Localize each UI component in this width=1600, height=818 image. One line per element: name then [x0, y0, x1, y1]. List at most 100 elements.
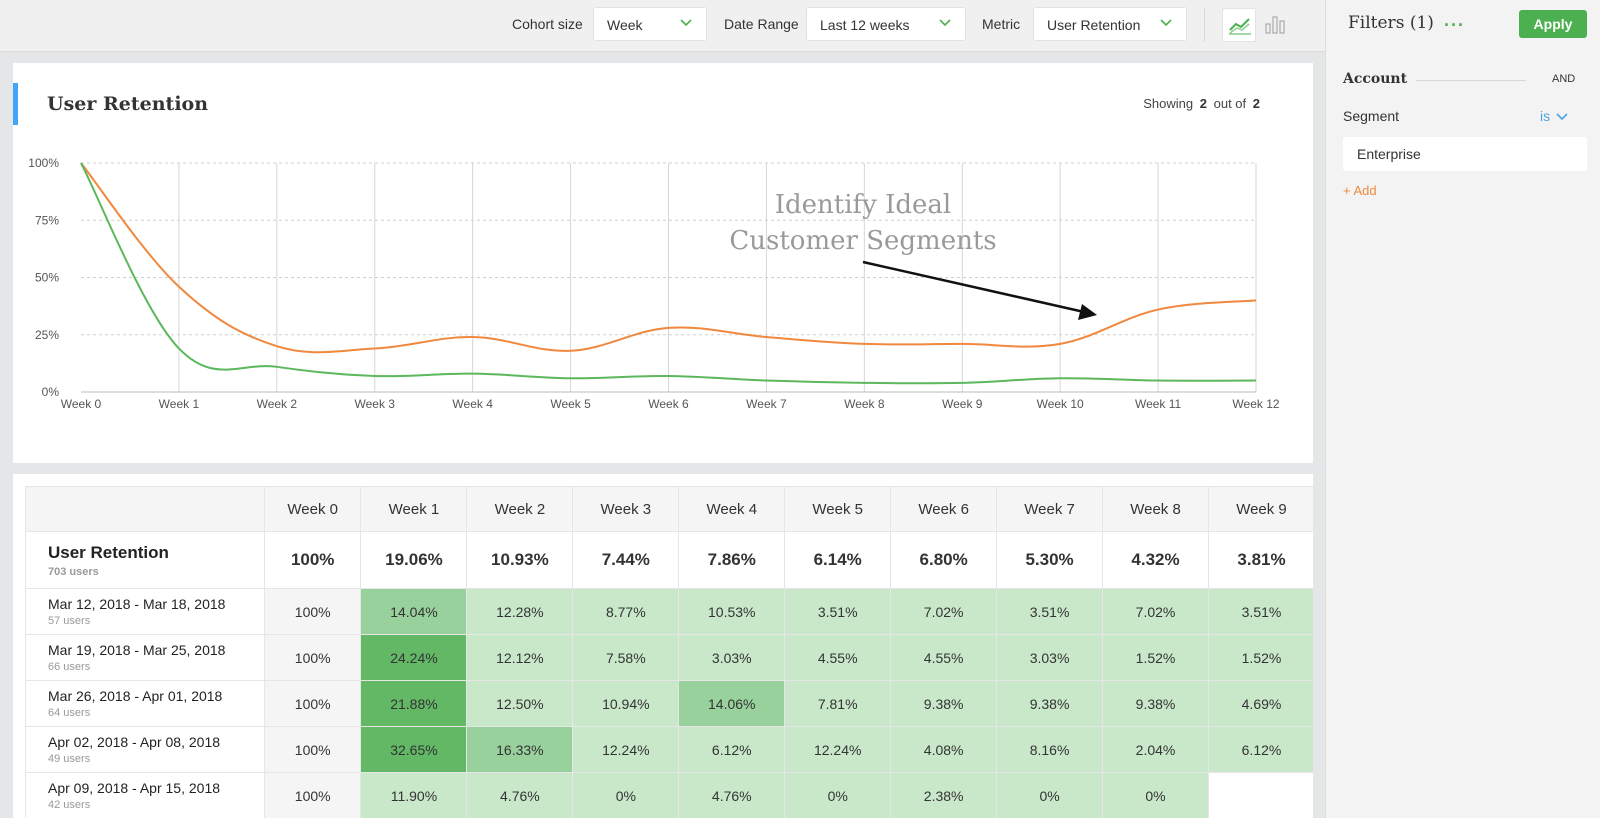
retention-cell[interactable]: 100%: [263, 634, 362, 681]
chart-annotation: Identify Ideal Customer Segments: [693, 187, 1033, 259]
retention-cell[interactable]: 4.76%: [466, 772, 574, 818]
metric-value: User Retention: [1047, 17, 1141, 33]
filter-field-label: Segment: [1343, 108, 1400, 124]
row-label: Mar 26, 2018 - Apr 01, 2018 64 users: [25, 680, 265, 727]
retention-cell[interactable]: 0%: [784, 772, 892, 818]
filter-value-input[interactable]: Enterprise: [1343, 137, 1587, 171]
retention-cell[interactable]: 7.02%: [1102, 588, 1209, 635]
retention-cell[interactable]: 100%: [263, 726, 362, 773]
retention-cell[interactable]: 7.58%: [572, 634, 680, 681]
retention-cell[interactable]: 10.94%: [572, 680, 680, 727]
retention-cell[interactable]: 1.52%: [1102, 634, 1209, 681]
retention-cell[interactable]: 12.12%: [466, 634, 574, 681]
column-header[interactable]: Week 7: [996, 486, 1104, 532]
retention-cell[interactable]: 0%: [996, 772, 1104, 818]
retention-cell[interactable]: 8.16%: [996, 726, 1104, 773]
retention-cell[interactable]: 8.77%: [572, 588, 680, 635]
filters-title: Filters (1): [1348, 13, 1434, 33]
retention-cell[interactable]: 2.04%: [1102, 726, 1209, 773]
retention-cell[interactable]: 12.50%: [466, 680, 574, 727]
retention-cell[interactable]: [1207, 772, 1313, 818]
column-header[interactable]: Week 2: [466, 486, 574, 532]
cohort-size-select[interactable]: Week: [593, 7, 707, 41]
more-options-button[interactable]: ...: [1444, 10, 1466, 30]
retention-cell[interactable]: 7.81%: [784, 680, 892, 727]
retention-cell[interactable]: 3.03%: [996, 634, 1104, 681]
cohort-size-label: Cohort size: [512, 16, 583, 32]
date-range-label: Date Range: [724, 16, 799, 32]
retention-cell[interactable]: 16.33%: [466, 726, 574, 773]
x-tick-label: Week 9: [942, 397, 983, 411]
apply-button[interactable]: Apply: [1519, 10, 1587, 38]
retention-cell[interactable]: 4.69%: [1207, 680, 1313, 727]
table-row[interactable]: Apr 02, 2018 - Apr 08, 2018 49 users 100% 3…: [25, 726, 1313, 773]
card-accent-bar: [13, 83, 18, 125]
table-row[interactable]: Mar 12, 2018 - Mar 18, 2018 57 users 100% 1…: [25, 588, 1313, 635]
table-row[interactable]: Mar 26, 2018 - Apr 01, 2018 64 users 100% 2…: [25, 680, 1313, 727]
retention-cell[interactable]: 32.65%: [360, 726, 468, 773]
column-header[interactable]: Week 9: [1207, 486, 1313, 532]
retention-cell[interactable]: 12.24%: [572, 726, 680, 773]
bar-chart-view-button[interactable]: [1258, 8, 1292, 42]
filter-operator-select[interactable]: is: [1540, 108, 1568, 124]
y-tick-label: 50%: [35, 271, 59, 285]
retention-line-chart: 0% 25% 50% 75% 100% Week 0 Week 1 Week 2 Week 3 W…: [28, 156, 1280, 411]
showing-count: Showing 2 out of 2: [1143, 96, 1263, 111]
conjunction-toggle[interactable]: AND: [1552, 73, 1576, 85]
retention-cell[interactable]: 24.24%: [360, 634, 468, 681]
table-row[interactable]: Apr 09, 2018 - Apr 15, 2018 42 users 100% 1…: [25, 772, 1313, 818]
column-header[interactable]: Week 4: [678, 486, 786, 532]
retention-cell[interactable]: 2.38%: [890, 772, 998, 818]
retention-cell[interactable]: 100%: [263, 772, 362, 818]
retention-cell[interactable]: 11.90%: [360, 772, 468, 818]
column-header[interactable]: Week 0: [263, 486, 362, 532]
retention-cell[interactable]: 9.38%: [996, 680, 1104, 727]
x-tick-label: Week 5: [550, 397, 591, 411]
cohort-user-count: 64 users: [48, 707, 91, 719]
add-filter-button[interactable]: + Add: [1343, 183, 1377, 198]
retention-cell[interactable]: 3.03%: [678, 634, 786, 681]
table-row[interactable]: Mar 19, 2018 - Mar 25, 2018 66 users 100% 2…: [25, 634, 1313, 681]
cohort-table: Week 0 Week 1 Week 2 Week 3 Week 4 Week 5 Week…: [25, 486, 1313, 818]
y-tick-label: 100%: [28, 156, 59, 170]
retention-cell[interactable]: 12.24%: [784, 726, 892, 773]
cohort-user-count: 49 users: [48, 753, 91, 765]
retention-cell[interactable]: 4.55%: [890, 634, 998, 681]
column-header[interactable]: Week 8: [1102, 486, 1209, 532]
retention-cell[interactable]: 0%: [1102, 772, 1209, 818]
retention-cell[interactable]: 100%: [263, 680, 362, 727]
column-header[interactable]: Week 5: [784, 486, 892, 532]
summary-cell: 5.30%: [996, 531, 1104, 589]
retention-cell[interactable]: 21.88%: [360, 680, 468, 727]
retention-cell[interactable]: 6.12%: [678, 726, 786, 773]
summary-cell: 3.81%: [1207, 531, 1313, 589]
retention-cell[interactable]: 6.12%: [1207, 726, 1313, 773]
retention-cell[interactable]: 4.76%: [678, 772, 786, 818]
column-header[interactable]: Week 6: [890, 486, 998, 532]
retention-cell[interactable]: 3.51%: [784, 588, 892, 635]
x-tick-label: Week 0: [61, 397, 102, 411]
retention-cell[interactable]: 0%: [572, 772, 680, 818]
column-header[interactable]: Week 3: [572, 486, 680, 532]
cohort-user-count: 66 users: [48, 661, 91, 673]
retention-cell[interactable]: 1.52%: [1207, 634, 1313, 681]
date-range-select[interactable]: Last 12 weeks: [806, 7, 966, 41]
annotation-line-1: Identify Ideal: [774, 190, 952, 220]
retention-cell[interactable]: 9.38%: [1102, 680, 1209, 727]
retention-cell[interactable]: 100%: [263, 588, 362, 635]
date-range-value: Last 12 weeks: [820, 17, 910, 33]
retention-cell[interactable]: 10.53%: [678, 588, 786, 635]
retention-cell[interactable]: 3.51%: [1207, 588, 1313, 635]
retention-cell[interactable]: 4.08%: [890, 726, 998, 773]
retention-cell[interactable]: 4.55%: [784, 634, 892, 681]
line-chart-view-button[interactable]: [1222, 8, 1256, 42]
retention-cell[interactable]: 14.04%: [360, 588, 468, 635]
retention-cell[interactable]: 9.38%: [890, 680, 998, 727]
retention-cell[interactable]: 7.02%: [890, 588, 998, 635]
retention-cell[interactable]: 14.06%: [678, 680, 786, 727]
column-header[interactable]: Week 1: [360, 486, 468, 532]
retention-cell[interactable]: 3.51%: [996, 588, 1104, 635]
retention-cell[interactable]: 12.28%: [466, 588, 574, 635]
toolbar-divider: [1204, 8, 1205, 42]
metric-select[interactable]: User Retention: [1033, 7, 1187, 41]
